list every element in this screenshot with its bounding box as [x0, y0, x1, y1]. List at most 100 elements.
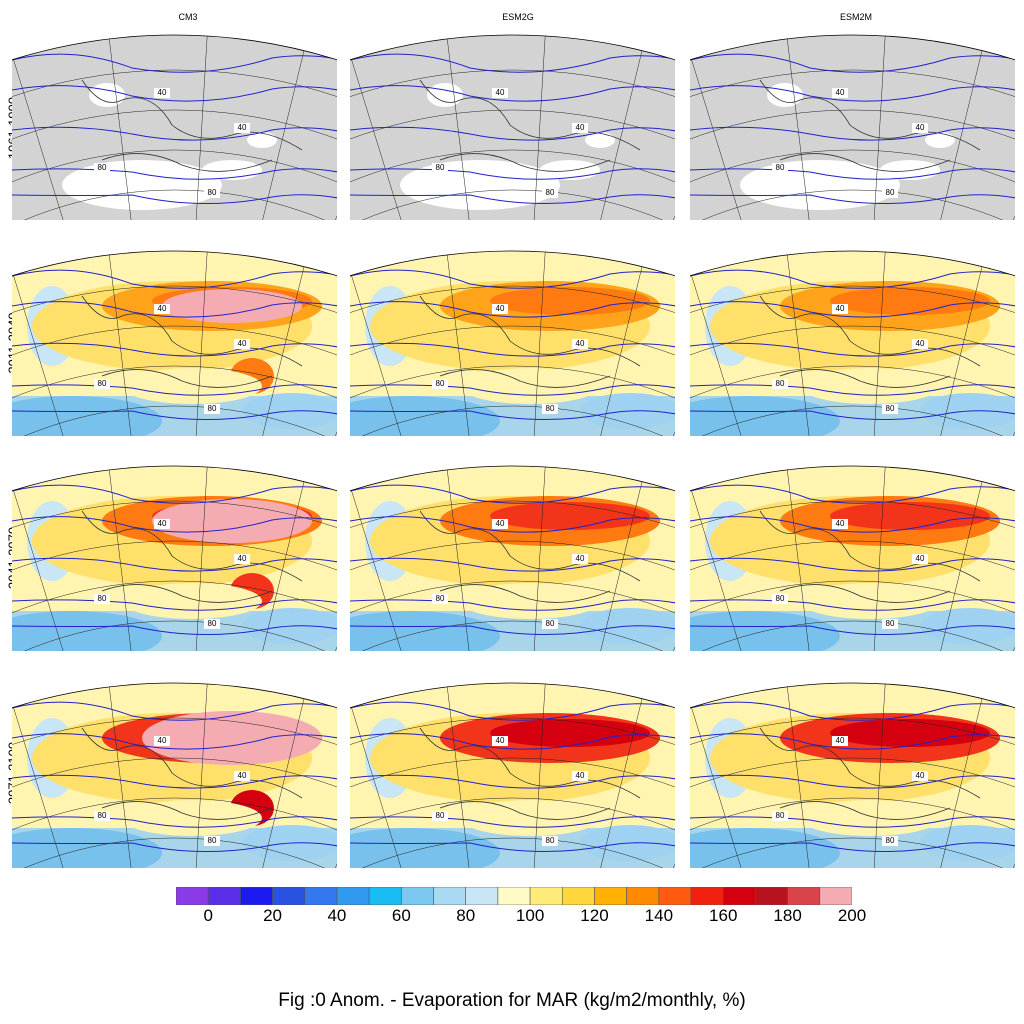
- colorbar-swatch: [658, 887, 692, 905]
- contour-line: [690, 85, 1015, 102]
- colorbar-swatch: [207, 887, 241, 905]
- coastline: [81, 295, 303, 367]
- colorbar-swatch: [561, 887, 595, 905]
- parallel-line: [12, 69, 337, 154]
- contour-line: [12, 342, 337, 357]
- contour-label: 80: [208, 188, 217, 197]
- contour-label: 40: [158, 304, 167, 313]
- parallel-line: [350, 620, 675, 651]
- parallel-line: [12, 500, 337, 585]
- parallel-line: [350, 757, 675, 836]
- parallel-line: [350, 365, 675, 436]
- contour-line: [690, 410, 1015, 420]
- colorbar-swatch: [755, 887, 788, 905]
- parallel-line: [12, 797, 337, 868]
- meridian-line: [873, 35, 886, 220]
- colorbar-swatch: [787, 887, 821, 905]
- contour-line: [12, 301, 337, 318]
- contour-label: 80: [546, 188, 555, 197]
- parallel-line: [350, 717, 675, 802]
- meridian-line: [873, 683, 886, 868]
- meridian-line: [351, 275, 408, 436]
- meridian-line: [109, 38, 133, 220]
- map-panel: 40 40 80 80: [690, 236, 1015, 436]
- contour-line: [690, 816, 1015, 828]
- contour-line: [690, 516, 1015, 533]
- coastline: [759, 295, 981, 367]
- meridian-line: [13, 707, 70, 868]
- parallel-line: [12, 325, 337, 404]
- meridian-line: [596, 698, 643, 868]
- colorbar-swatch: [465, 887, 499, 905]
- colorbar-swatch: [272, 887, 306, 905]
- figure-caption: Fig :0 Anom. - Evaporation for MAR (kg/m…: [278, 990, 746, 1011]
- map-outline: [690, 250, 1015, 277]
- contour-line: [350, 701, 675, 721]
- coastline: [101, 369, 273, 388]
- coastline: [759, 727, 981, 799]
- parallel-line: [12, 189, 337, 220]
- parallel-line: [690, 109, 1015, 188]
- parallel-line: [12, 580, 337, 651]
- map-panel: 40 40 80 80: [12, 451, 337, 651]
- coastline: [779, 584, 951, 603]
- contour-line: [690, 168, 1015, 180]
- meridian-line: [258, 266, 305, 436]
- parallel-line: [690, 620, 1015, 651]
- contour-line: [690, 194, 1015, 204]
- parallel-line: [690, 500, 1015, 585]
- contour-line: [12, 85, 337, 102]
- colorbar-swatch: [304, 887, 338, 905]
- contour-line: [350, 410, 675, 420]
- contour-line: [690, 53, 1015, 73]
- meridian-line: [13, 275, 70, 436]
- meridian-line: [109, 469, 133, 651]
- colorbar-tick-label: 160: [709, 906, 738, 925]
- meridian-line: [351, 59, 408, 220]
- contour-label: 40: [836, 736, 845, 745]
- contour-label: 80: [208, 619, 217, 628]
- contour-label: 80: [886, 404, 895, 413]
- map-outline: [12, 682, 337, 709]
- parallel-line: [350, 837, 675, 868]
- parallel-line: [350, 405, 675, 436]
- parallel-line: [350, 149, 675, 220]
- contour-label: 40: [496, 519, 505, 528]
- contour-label: 80: [436, 163, 445, 172]
- map-panel: 40 40 80 80: [690, 451, 1015, 651]
- contour-line: [350, 194, 675, 204]
- meridian-line: [351, 490, 408, 651]
- contour-label: 80: [546, 619, 555, 628]
- contour-label: 80: [886, 836, 895, 845]
- parallel-line: [12, 405, 337, 436]
- parallel-line: [690, 797, 1015, 868]
- parallel-line: [350, 109, 675, 188]
- colorbar-swatch: [819, 887, 852, 905]
- colorbar-tick-label: 60: [391, 906, 411, 925]
- contour-line: [690, 774, 1015, 789]
- map-panel: 40 40 80 80: [350, 451, 675, 651]
- map-outline: [12, 34, 337, 61]
- colorbar-tick-label: 20: [263, 906, 283, 925]
- meridian-line: [691, 59, 748, 220]
- coastline: [81, 79, 303, 151]
- meridian-line: [195, 466, 208, 651]
- coastline: [439, 801, 611, 820]
- map-panel: 40 40 80 80: [12, 236, 337, 436]
- map-outline: [690, 34, 1015, 61]
- meridian-line: [691, 275, 748, 436]
- colorbar-tick-label: 100: [515, 906, 545, 925]
- contour-line: [690, 625, 1015, 635]
- contour-label: 40: [836, 88, 845, 97]
- meridian-line: [787, 469, 811, 651]
- map-panel: 40 40 80 80: [690, 20, 1015, 220]
- contour-line: [350, 774, 675, 789]
- meridian-line: [787, 686, 811, 868]
- coastline: [81, 510, 303, 582]
- map-outline: [350, 250, 675, 277]
- contour-line: [350, 85, 675, 102]
- meridian-line: [195, 251, 208, 436]
- parallel-line: [690, 717, 1015, 802]
- contour-label: 80: [546, 836, 555, 845]
- contour-line: [690, 269, 1015, 289]
